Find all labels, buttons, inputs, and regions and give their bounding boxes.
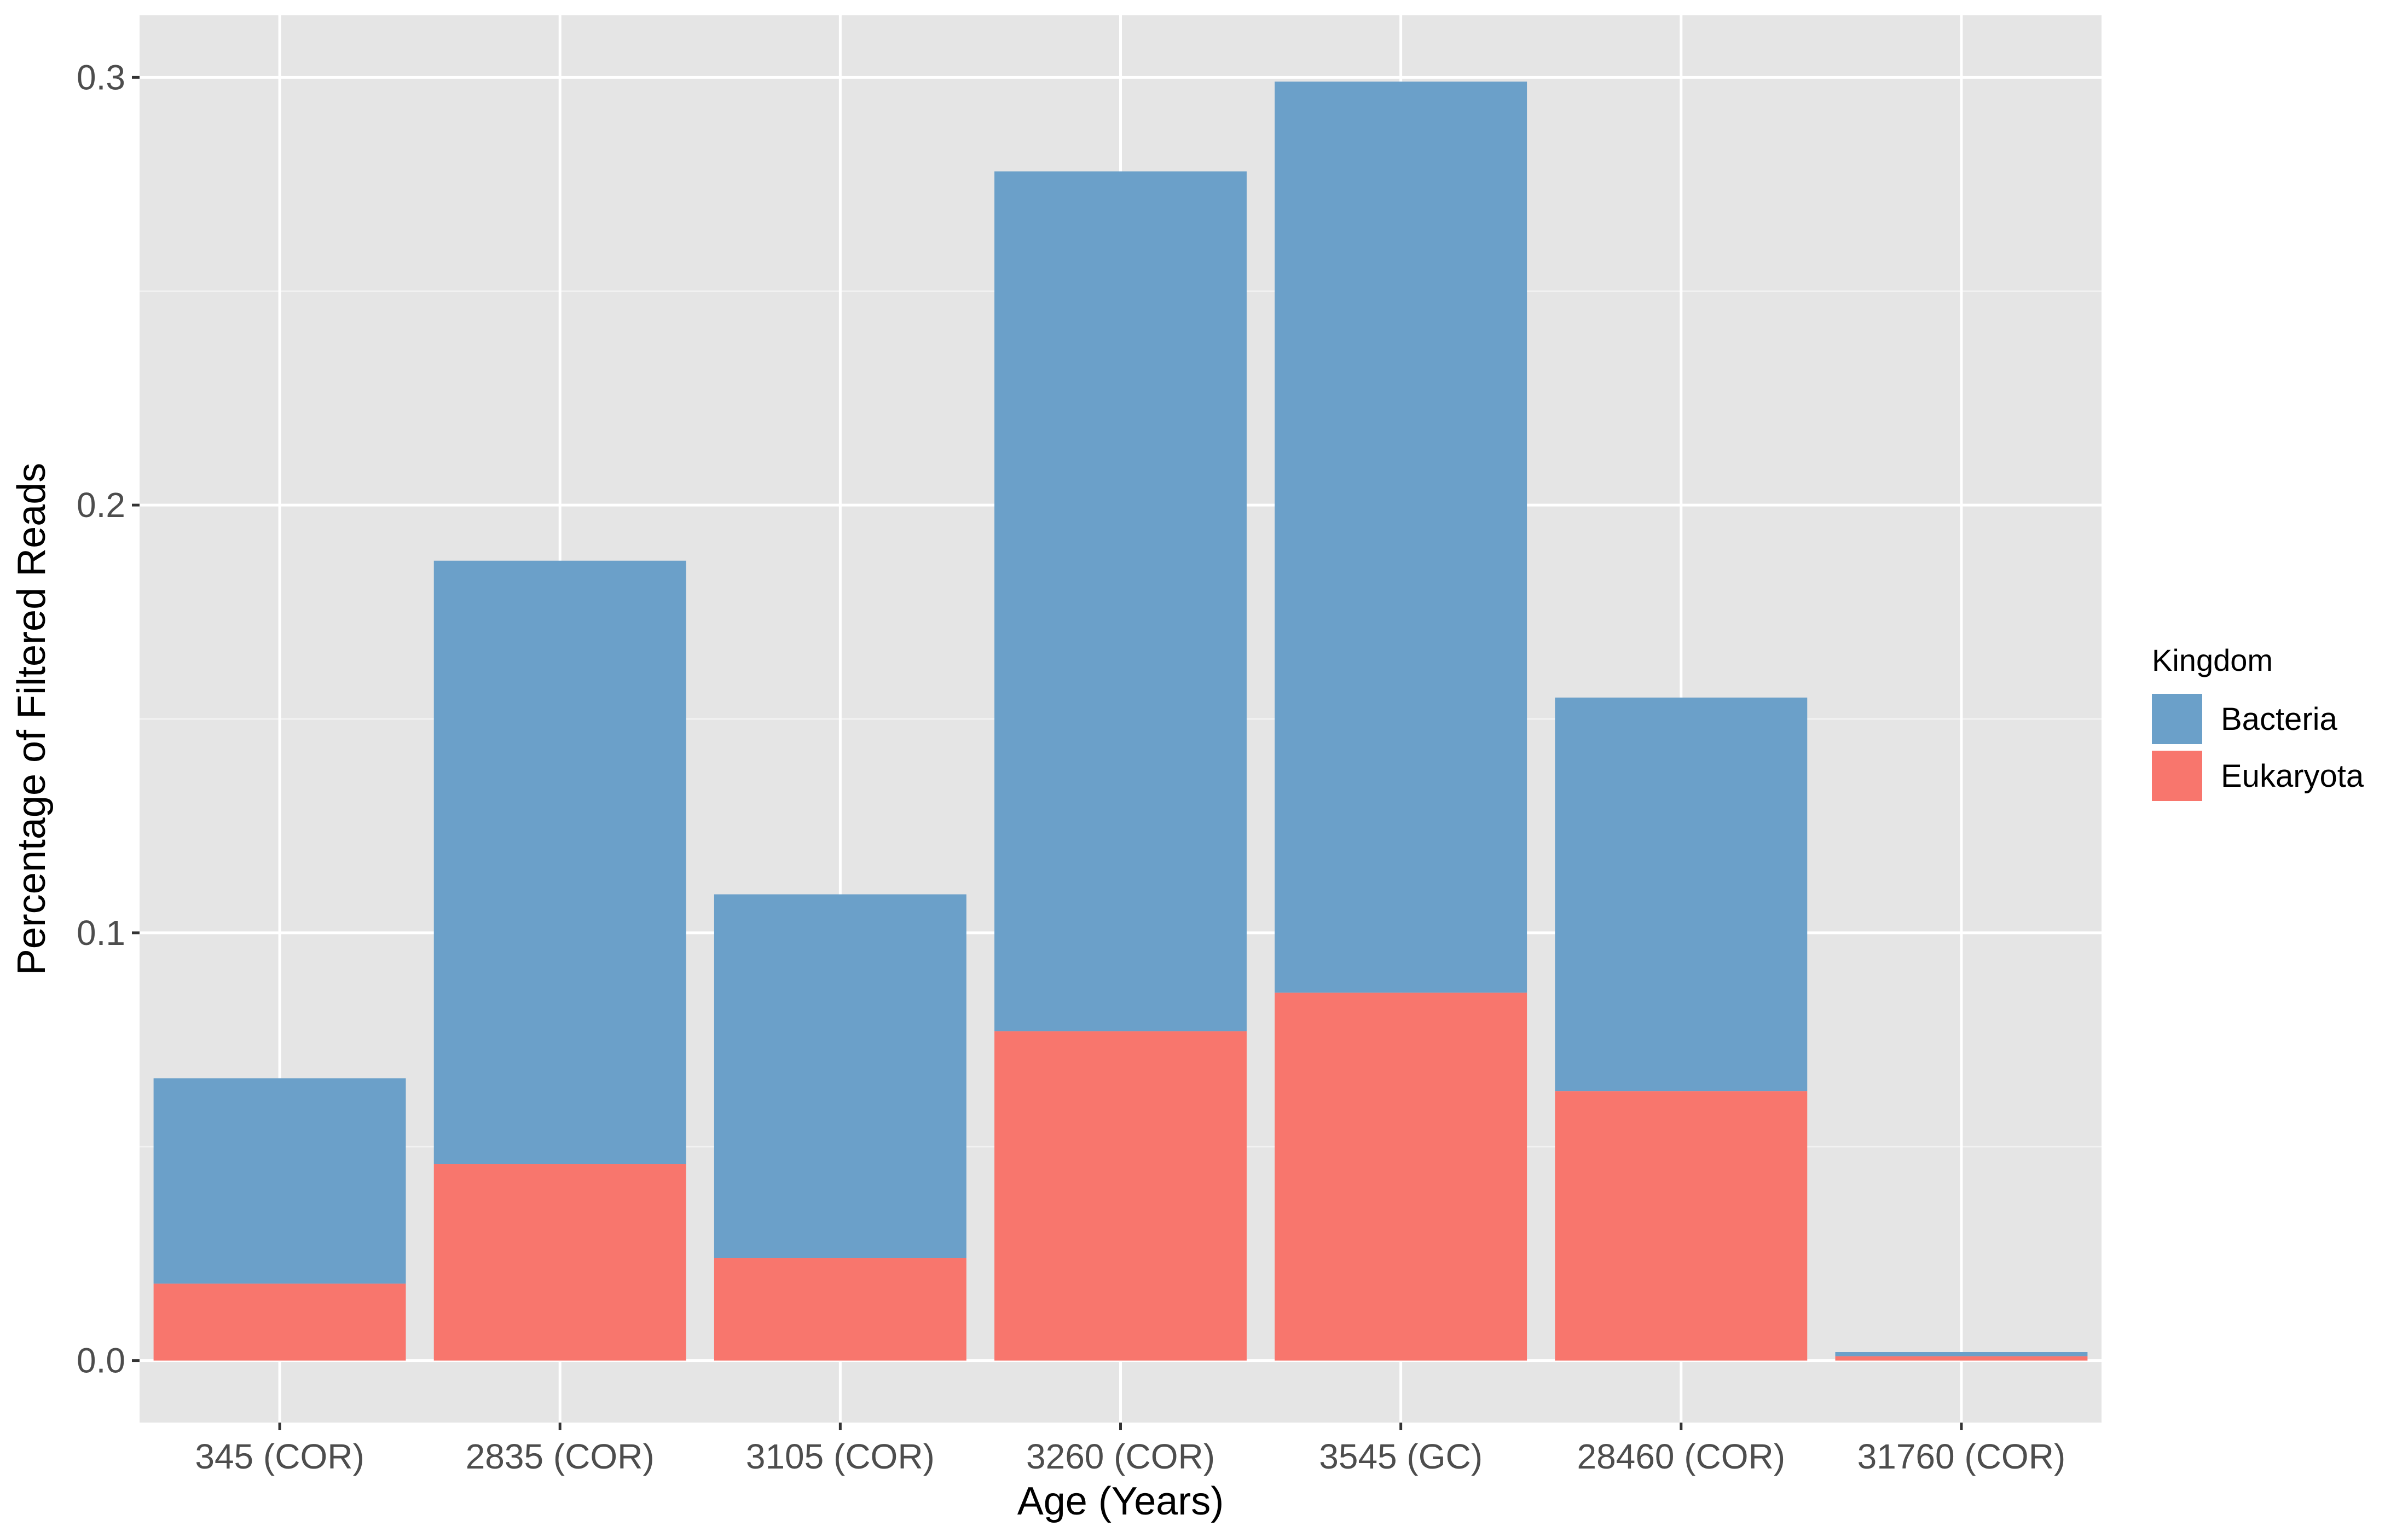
x-tick-label: 31760 (COR) [1857,1437,2066,1476]
bar-eukaryota-4 [1275,993,1527,1361]
bar-bacteria-5 [1555,697,1808,1092]
bar-eukaryota-5 [1555,1091,1808,1361]
x-axis: 345 (COR) 2835 (COR) 3105 (COR) 3260 (COR) 3… [195,1423,2065,1476]
bar-bacteria-4 [1275,82,1527,993]
bar-bacteria-2 [714,894,966,1258]
bar-eukaryota-6 [1835,1356,2088,1361]
x-tick-label: 2835 (COR) [466,1437,655,1476]
bar-eukaryota-3 [994,1031,1247,1361]
x-axis-title: Age (Years) [1017,1479,1224,1523]
legend-label: Bacteria [2221,701,2338,737]
x-tick-label: 3545 (GC) [1319,1437,1483,1476]
bar-eukaryota-1 [433,1164,686,1361]
y-tick-label: 0.0 [77,1341,125,1380]
legend-key-bacteria [2152,694,2202,744]
y-axis: 0.0 0.1 0.2 0.3 [77,57,140,1380]
legend-title: Kingdom [2152,643,2273,677]
y-tick-label: 0.3 [77,57,125,97]
bar-eukaryota-0 [153,1283,406,1361]
bar-bacteria-6 [1835,1352,2088,1356]
bar-bacteria-0 [153,1078,406,1284]
y-tick-label: 0.1 [77,913,125,953]
x-tick-label: 28460 (COR) [1577,1437,1785,1476]
bar-bacteria-1 [433,560,686,1164]
bars [153,82,2088,1361]
y-tick-label: 0.2 [77,485,125,525]
x-tick-label: 3260 (COR) [1026,1437,1215,1476]
x-tick-label: 345 (COR) [195,1437,364,1476]
legend-key-eukaryota [2152,751,2202,801]
y-axis-title: Percentage of Filtered Reads [10,463,54,976]
x-tick-label: 3105 (COR) [746,1437,935,1476]
legend: Kingdom Bacteria Eukaryota [2152,643,2364,801]
legend-label: Eukaryota [2221,758,2364,794]
bar-bacteria-3 [994,171,1247,1031]
bar-eukaryota-2 [714,1258,966,1361]
